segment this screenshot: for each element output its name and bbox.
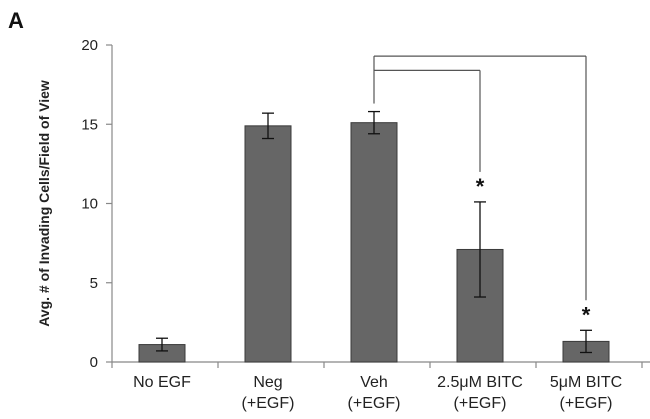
plot-area: Avg. # of Invading Cells/Field of View 0 5…	[36, 37, 650, 412]
bar	[244, 125, 292, 363]
y-tick-label: 15	[81, 116, 98, 133]
y-tick-label: 0	[90, 354, 98, 371]
x-category-label: (+EGF)	[242, 395, 295, 412]
x-category-label: Neg	[253, 374, 282, 391]
y-tick-label: 20	[81, 37, 98, 54]
panel-label: A	[8, 8, 24, 33]
x-category-label: Veh	[360, 374, 388, 391]
x-category-label: No EGF	[133, 374, 191, 391]
significance-marker: *	[476, 174, 485, 199]
y-tick-label: 10	[81, 196, 98, 213]
bar	[350, 122, 398, 363]
x-category-label: (+EGF)	[454, 395, 507, 412]
x-category-label: 2.5μM BITC	[437, 374, 523, 391]
x-category-label: (+EGF)	[560, 395, 613, 412]
y-tick-label: 5	[90, 275, 98, 292]
significance-marker: *	[582, 302, 591, 327]
y-axis-label: Avg. # of Invading Cells/Field of View	[36, 80, 52, 327]
x-category-label: (+EGF)	[348, 395, 401, 412]
x-category-label: 5μM BITC	[550, 374, 622, 391]
